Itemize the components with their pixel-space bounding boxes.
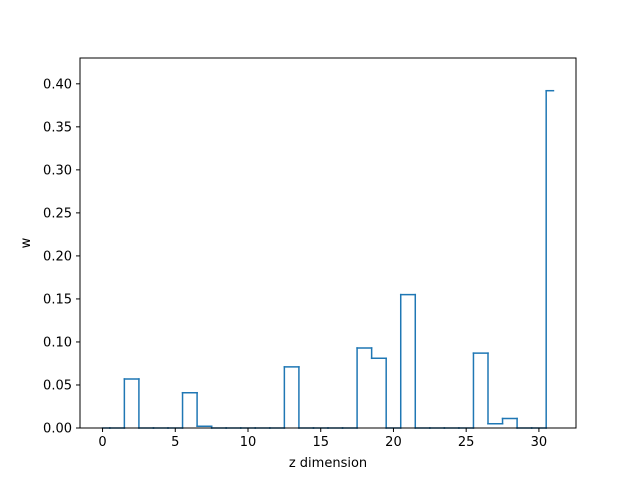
x-axis-label: z dimension [289,456,367,471]
x-tick-label: 15 [312,435,329,450]
axes-frame [79,57,577,429]
x-tick-label: 30 [531,435,548,450]
x-tick-label: 5 [171,435,179,450]
plot-area [80,58,576,428]
y-tick-label: 0.05 [43,378,72,393]
y-axis-ticks: 0.00 0.05 0.10 0.15 0.20 0.25 0.30 0.35 0.40 [43,77,80,437]
x-tick-label: 0 [98,435,106,450]
y-tick-label: 0.35 [43,120,72,135]
x-axis-ticks: 0 5 10 15 20 25 30 [98,428,547,450]
y-tick-label: 0.15 [43,292,72,307]
x-tick-label: 10 [240,435,257,450]
y-tick-label: 0.40 [43,77,72,92]
y-axis-label: w [19,237,34,248]
y-tick-label: 0.20 [43,249,72,264]
y-tick-label: 0.25 [43,206,72,221]
x-tick-label: 20 [385,435,402,450]
x-tick-label: 25 [458,435,475,450]
y-tick-label: 0.30 [43,163,72,178]
y-tick-label: 0.10 [43,335,72,350]
y-tick-label: 0.00 [43,422,72,437]
